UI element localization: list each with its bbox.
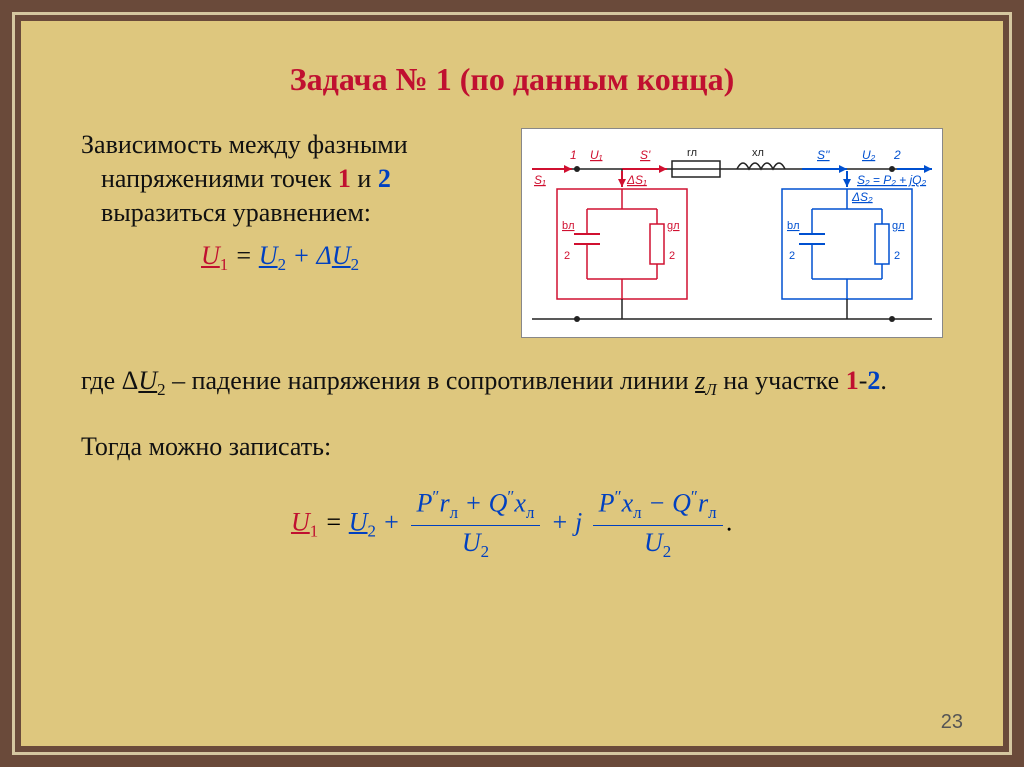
where-pre: где Δ xyxy=(81,366,138,395)
eq2-den2: U2 xyxy=(593,526,723,562)
slide: Задача № 1 (по данным конца) Зависимость… xyxy=(21,21,1003,746)
eq1-u1-sub: 1 xyxy=(220,256,228,275)
lbl-s2: S₂ = P₂ + jQ₂ xyxy=(857,173,927,187)
where-du-sub: 2 xyxy=(157,380,165,399)
lbl-x: xл xyxy=(752,147,764,159)
eq2-u1-sub: 1 xyxy=(310,522,318,541)
intro-text: Зависимость между фазными напряжениями т… xyxy=(81,128,501,277)
eq2-frac2: P″xл − Q″rл U2 xyxy=(593,487,723,562)
eq1-du-sub: 2 xyxy=(351,256,359,275)
lbl-l-res2: 2 xyxy=(669,250,675,262)
eq2-u2-sub: 2 xyxy=(368,522,376,541)
eq1-u1: U xyxy=(201,241,220,270)
eq2-j: j xyxy=(575,507,582,536)
lbl-node1: 1 xyxy=(570,148,577,162)
eq1-u2-sub: 2 xyxy=(278,256,286,275)
lbl-sp: S' xyxy=(640,148,651,162)
lbl-l-cap: bл xyxy=(562,220,575,232)
content-row: Зависимость между фазными напряжениями т… xyxy=(81,128,943,338)
lbl-l-cap2: 2 xyxy=(564,250,570,262)
where-dot: . xyxy=(880,366,887,395)
lbl-node2: 2 xyxy=(893,148,901,162)
where-mid1: – падение напряжения в сопротивлении лин… xyxy=(166,366,696,395)
lbl-s1: S₁ xyxy=(534,173,546,187)
point-1: 1 xyxy=(338,164,351,193)
eq2-den1: U2 xyxy=(411,526,541,562)
lbl-r-cap: bл xyxy=(787,220,800,232)
eq2-plus2: + xyxy=(551,507,575,536)
page-number: 23 xyxy=(941,711,963,734)
eq2-u1: U xyxy=(291,507,310,536)
circuit-diagram: 1 U₁ S' rл xл S'' U₂ 2 S₁ S₂ = P₂ + jQ₂ … xyxy=(521,128,943,338)
lbl-u1: U₁ xyxy=(590,148,603,162)
where-z: z xyxy=(695,366,705,395)
eq2-dot: . xyxy=(727,507,734,536)
then-text: Тогда можно записать: xyxy=(81,432,943,462)
eq2-num2: P″xл − Q″rл xyxy=(593,487,723,526)
eq2-u2: U xyxy=(349,507,368,536)
eq2-eq: = xyxy=(318,507,349,536)
lbl-spp: S'' xyxy=(817,148,830,162)
where-p1: 1 xyxy=(846,366,859,395)
eq2-frac1: P″rл + Q″xл U2 xyxy=(411,487,541,562)
eq2-plus1: + xyxy=(376,507,407,536)
eq1-u2: U xyxy=(259,241,278,270)
lbl-r-res: gл xyxy=(892,220,905,232)
lbl-r-cap2: 2 xyxy=(789,250,795,262)
circuit-svg: 1 U₁ S' rл xл S'' U₂ 2 S₁ S₂ = P₂ + jQ₂ … xyxy=(522,129,942,339)
eq1-du: U xyxy=(332,241,351,270)
slide-title: Задача № 1 (по данным конца) xyxy=(81,61,943,98)
lbl-ds2: ΔS₂ xyxy=(851,190,873,204)
point-2: 2 xyxy=(378,164,391,193)
equation-2: U1 = U2 + P″rл + Q″xл U2 + j P″xл − Q″rл… xyxy=(81,487,943,562)
lbl-l-res: gл xyxy=(667,220,680,232)
lbl-ds1: ΔS₁ xyxy=(626,173,647,187)
where-z-sub: Л xyxy=(705,380,716,399)
eq1-plus: + Δ xyxy=(286,241,332,270)
eq2-num1: P″rл + Q″xл xyxy=(411,487,541,526)
lbl-r: rл xyxy=(687,147,697,159)
intro-mid: и xyxy=(351,164,378,193)
where-mid2: на участке xyxy=(717,366,846,395)
where-text: где ΔU2 – падение напряжения в сопротивл… xyxy=(81,363,943,402)
lbl-r-res2: 2 xyxy=(894,250,900,262)
slide-frame: Задача № 1 (по данным конца) Зависимость… xyxy=(12,12,1012,755)
eq1-eq: = xyxy=(228,241,259,270)
where-du: U xyxy=(138,366,157,395)
where-p2: 2 xyxy=(867,366,880,395)
lbl-u2: U₂ xyxy=(862,148,876,162)
intro-after: выразиться уравнением: xyxy=(101,198,371,227)
equation-1: U1 = U2 + ΔU2 xyxy=(221,239,501,276)
